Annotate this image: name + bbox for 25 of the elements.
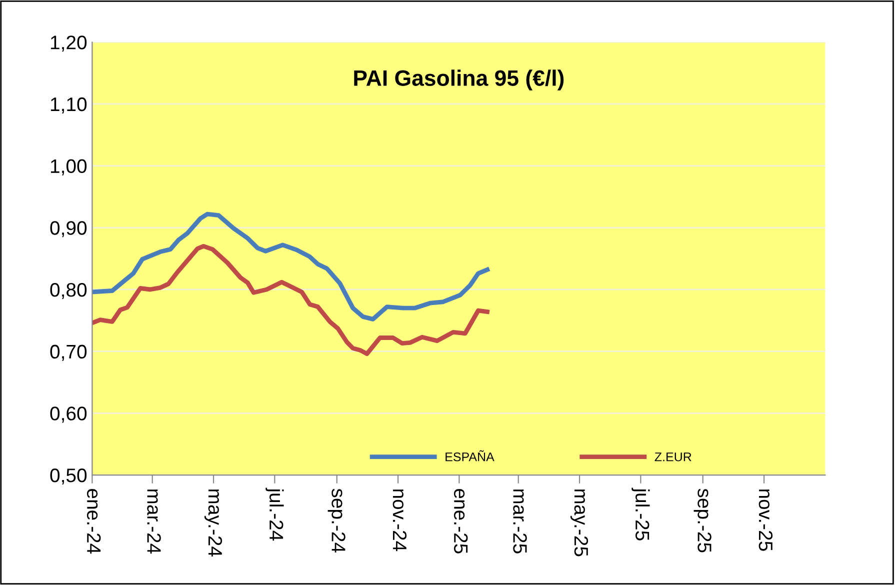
x-tick-label: nov.-25 bbox=[758, 490, 773, 551]
y-tick-label: 1,10 bbox=[50, 97, 87, 114]
x-tick-label: jul.-25 bbox=[632, 488, 650, 540]
x-tick-label: sep.-25 bbox=[694, 488, 712, 552]
y-tick-label: 0,80 bbox=[50, 282, 87, 300]
x-tick-label: ene.-24 bbox=[86, 489, 101, 554]
x-tick-label: may.-24 bbox=[204, 490, 222, 556]
x-tick-label: jul.-24 bbox=[266, 488, 284, 541]
x-tick-label: mar.-24 bbox=[147, 490, 161, 554]
x-tick-label: mar.-25 bbox=[513, 490, 527, 554]
y-tick-label: 0,60 bbox=[50, 406, 87, 423]
text: PAI Gasolina 95 (€/l) bbox=[354, 70, 564, 90]
x-tick-label: ene.-25 bbox=[454, 489, 468, 554]
legend-label: ESPAÑA bbox=[446, 450, 494, 462]
line-series bbox=[92, 244, 490, 356]
x-tick-label: sep.-24 bbox=[328, 488, 346, 552]
line-series bbox=[92, 212, 490, 322]
y-tick-label: 1,20 bbox=[50, 36, 87, 52]
y-tick-label: 0,70 bbox=[50, 344, 87, 361]
x-tick-label: nov.-24 bbox=[392, 490, 407, 552]
legend-label: Z.EUR bbox=[654, 452, 692, 462]
y-tick-label: 1,00 bbox=[50, 159, 87, 176]
y-tick-label: 0,50 bbox=[50, 468, 87, 485]
x-tick-label: may.-25 bbox=[570, 490, 588, 556]
y-tick-label: 0,90 bbox=[50, 221, 87, 238]
